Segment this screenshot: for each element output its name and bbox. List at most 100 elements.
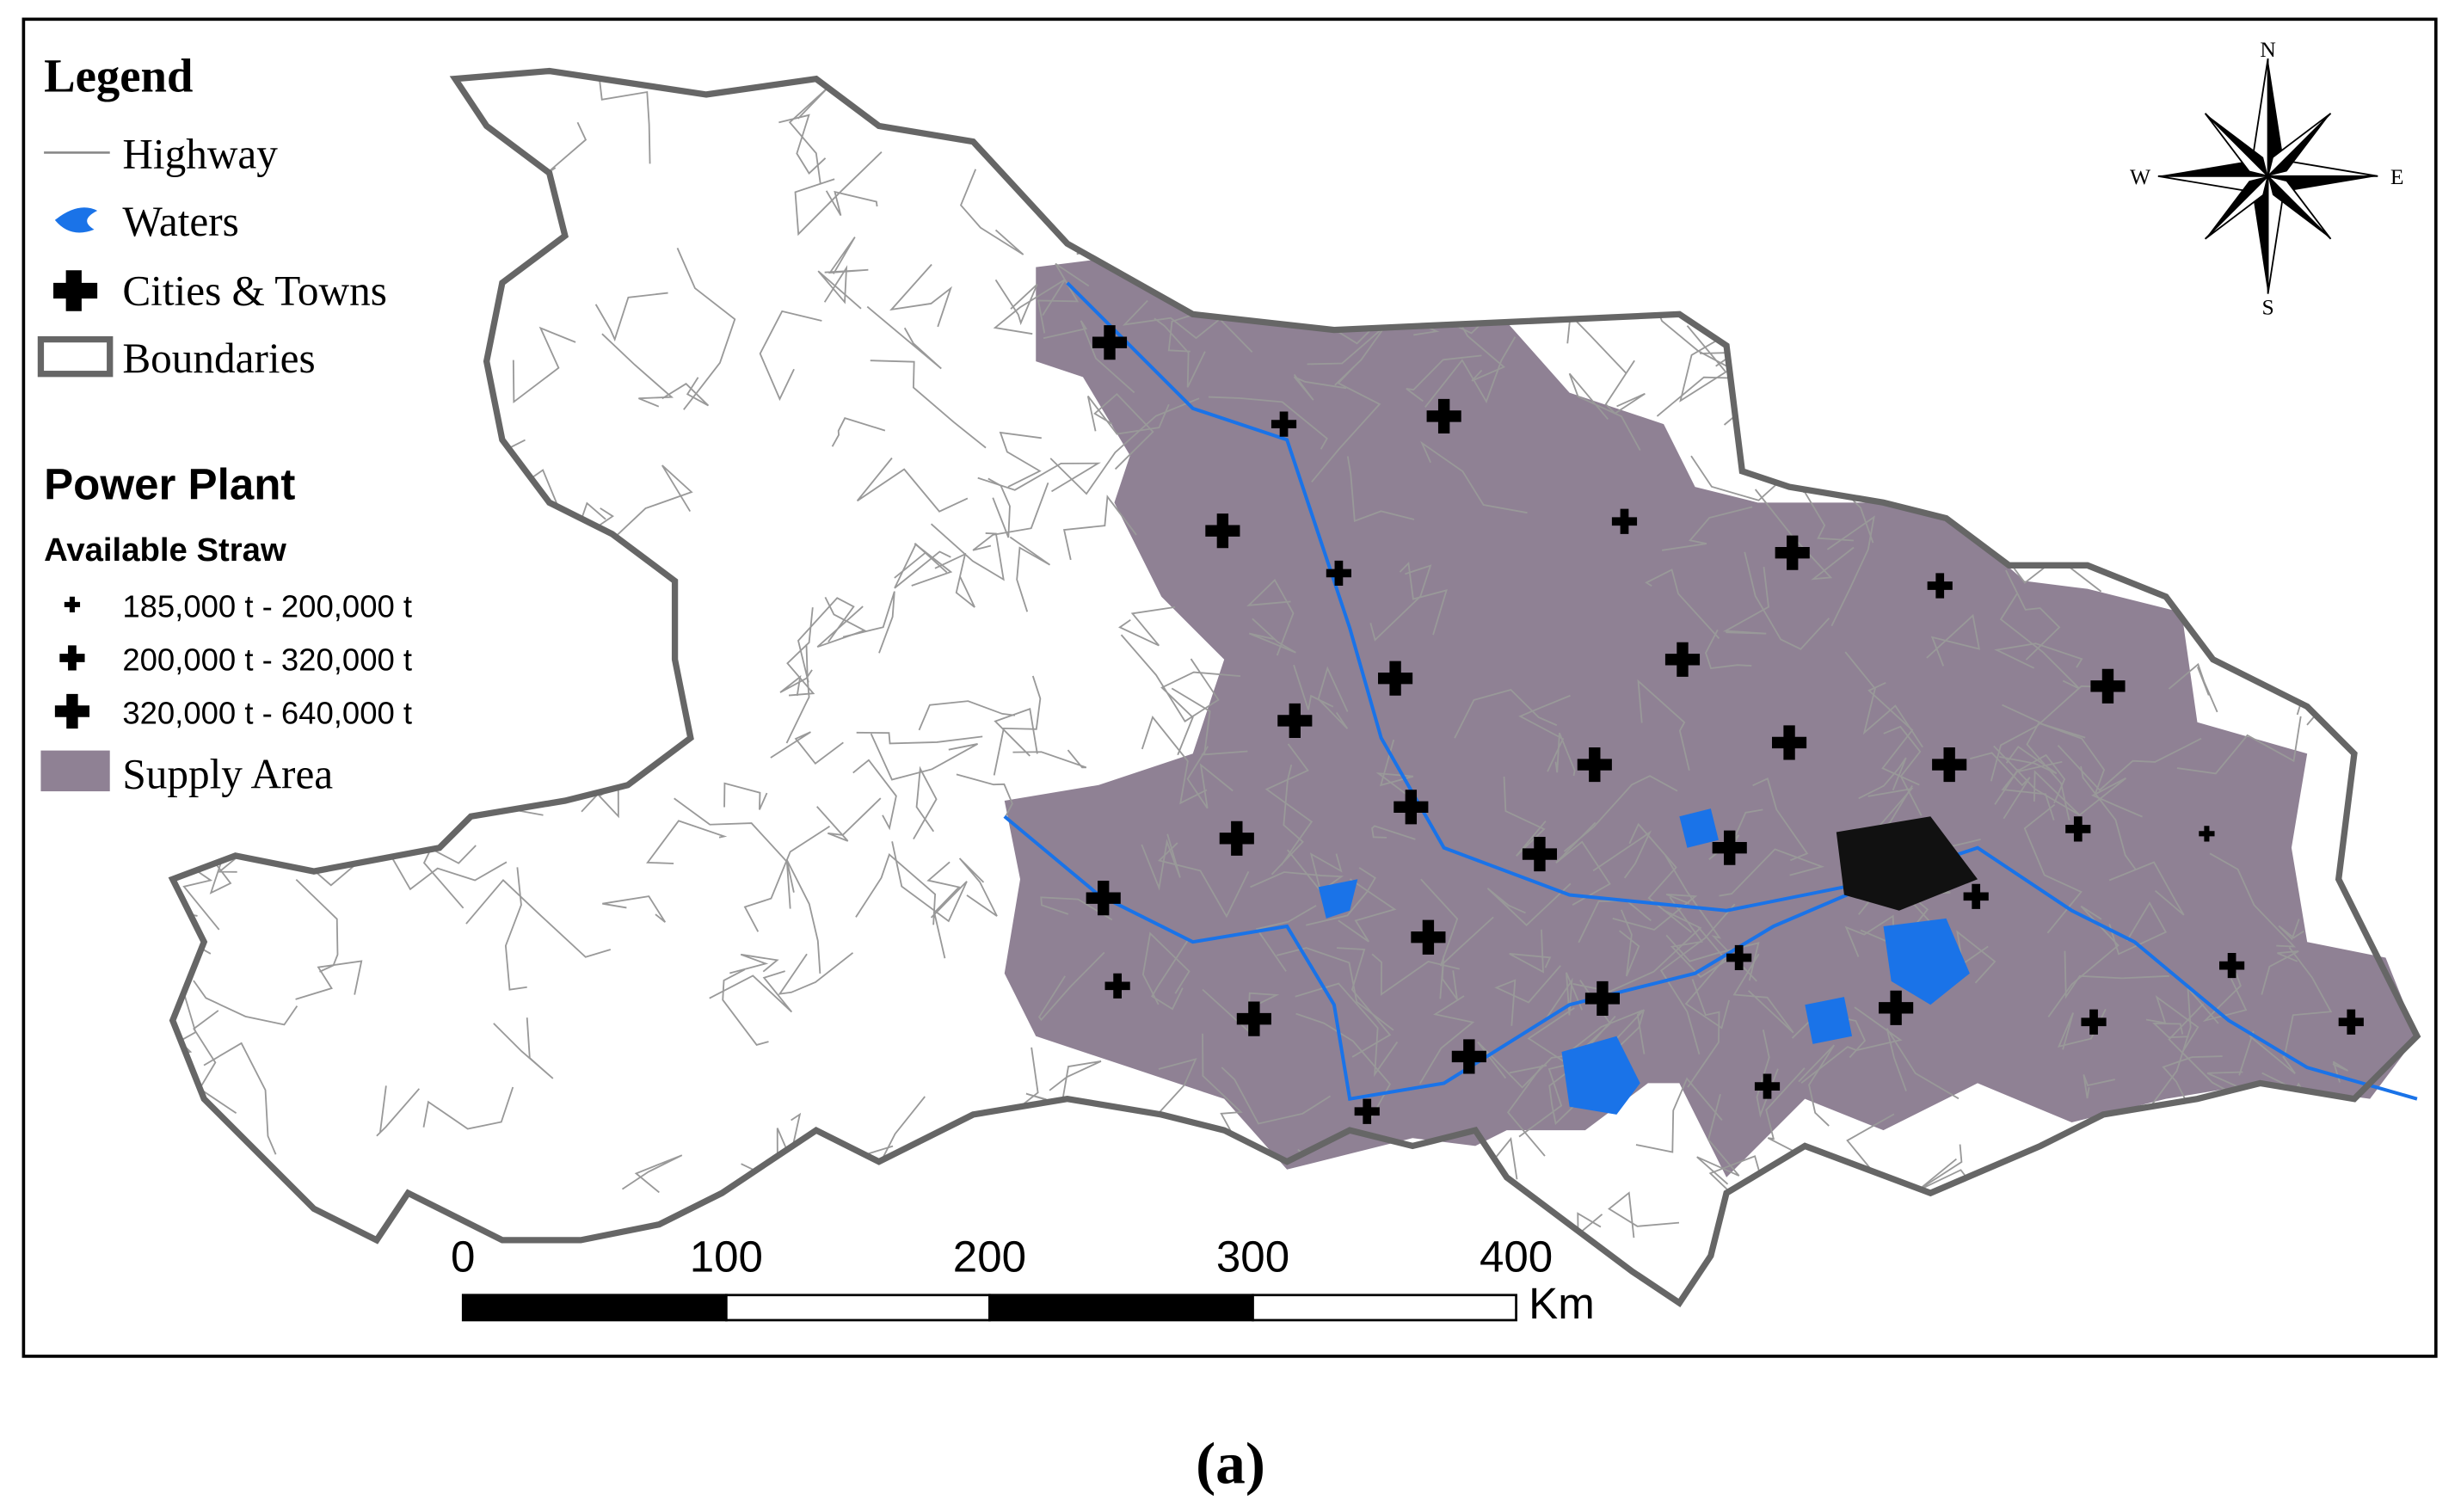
highway [1793, 314, 1882, 414]
highway [661, 377, 710, 407]
han-river [1066, 281, 1884, 913]
plant-marker [2090, 668, 2126, 704]
scale-tick-label: 0 [451, 1232, 475, 1281]
scale-segment [724, 1294, 991, 1322]
highway [1208, 396, 1328, 450]
highway [785, 859, 821, 974]
highway [1970, 752, 2031, 820]
highway [2212, 329, 2262, 374]
plant-marker [1326, 560, 1351, 587]
scale-tick-label: 100 [690, 1232, 763, 1281]
highway [1311, 366, 1381, 483]
highway [1418, 995, 1475, 1085]
highway [1248, 618, 1296, 654]
highway [1555, 821, 1611, 906]
highway [2023, 803, 2083, 934]
power-plant-classes: 185,000 t - 200,000 t 200,000 t - 320,000… [54, 589, 412, 731]
highway [676, 248, 736, 410]
highway [977, 462, 1101, 493]
highway [2089, 1162, 2147, 1194]
highway [1293, 664, 1334, 710]
highway [465, 518, 511, 562]
highway [1089, 157, 1135, 212]
lake [1679, 808, 1719, 848]
highway [729, 953, 779, 974]
highway [1638, 254, 1703, 300]
highway [1509, 929, 1552, 974]
highway [1987, 455, 2085, 551]
highway [1346, 456, 1415, 522]
highway [1669, 896, 1744, 979]
lake [1805, 997, 1853, 1044]
highway [1287, 849, 1343, 892]
highway [2176, 716, 2302, 775]
highway [1592, 830, 1652, 879]
highway [1744, 551, 1830, 650]
highway [770, 731, 844, 765]
highway [2170, 536, 2258, 558]
highway [1565, 1009, 1646, 1056]
legend-item: Waters [122, 198, 239, 245]
highway [602, 464, 693, 550]
legend-symbol [54, 207, 98, 233]
highway [1264, 743, 1314, 866]
highway [1049, 397, 1200, 495]
highway [1756, 1030, 1779, 1118]
highway [422, 1086, 514, 1130]
highway [1151, 939, 1189, 1011]
highway [1049, 1060, 1102, 1110]
plant-marker [1277, 703, 1313, 739]
highway [930, 523, 1005, 581]
highway [1964, 199, 2056, 250]
highway [1999, 745, 2058, 775]
highway [1486, 882, 1572, 926]
plant-marker [2219, 952, 2245, 979]
highway [2143, 245, 2165, 289]
highway [2278, 919, 2304, 941]
highway [415, 171, 478, 240]
highway [1806, 1232, 1892, 1303]
highway [722, 968, 769, 1046]
power-plant-title: Power Plant [44, 460, 295, 509]
highway [594, 292, 668, 342]
highway [2190, 341, 2224, 391]
highway [2316, 261, 2377, 353]
highway [1553, 249, 1627, 374]
highway [1645, 569, 1720, 639]
highway [1684, 925, 1731, 1030]
highway [2092, 206, 2139, 261]
highway [870, 733, 978, 781]
highway [1371, 953, 1460, 996]
highway [1021, 77, 1067, 117]
highway [1659, 903, 1736, 1055]
highway [1994, 642, 2083, 669]
plant-marker [1354, 1098, 1380, 1124]
highway [1886, 1028, 1960, 1100]
highway [2151, 347, 2207, 413]
power-plant-subtitle: Available Straw [44, 532, 286, 569]
highway [1974, 312, 2094, 378]
highway [993, 675, 1042, 776]
plant-marker [1664, 642, 1701, 677]
highway [1635, 1077, 1723, 1153]
highway [2040, 171, 2140, 257]
highway [1419, 440, 1528, 514]
highway [533, 121, 588, 183]
highway [856, 731, 983, 745]
highway [1637, 679, 1690, 771]
highway [2083, 1074, 2116, 1099]
highway [999, 431, 1042, 488]
highway [779, 669, 813, 697]
highway [831, 417, 886, 447]
plant-marker [54, 693, 90, 729]
highway [1656, 339, 1754, 417]
scale-tick-label: 400 [1480, 1232, 1553, 1281]
city-area [1836, 816, 1978, 911]
highway [1628, 822, 1692, 933]
lakes [1318, 808, 1970, 1115]
highway [1336, 947, 1392, 1058]
highway [1886, 417, 1941, 459]
highway [1255, 905, 1317, 972]
highway [1160, 671, 1241, 756]
highway [743, 825, 830, 932]
